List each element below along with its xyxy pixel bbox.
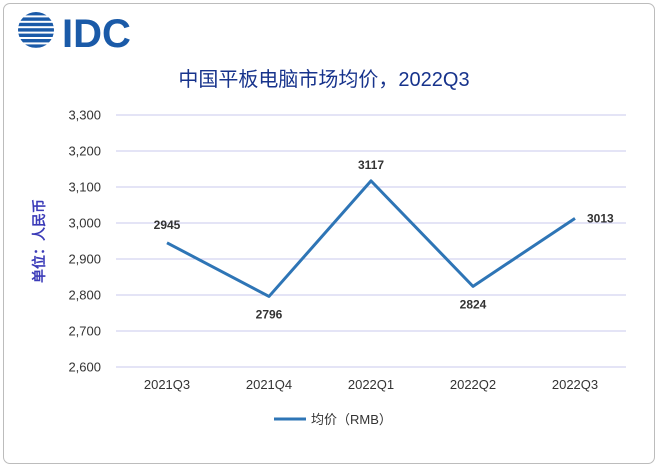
y-tick-label: 3,100	[68, 180, 101, 195]
data-label: 3013	[587, 211, 614, 225]
x-tick-label: 2022Q3	[552, 377, 598, 392]
x-tick-labels: 2021Q3 2021Q4 2022Q1 2022Q2 2022Q3	[144, 377, 598, 392]
idc-logo: IDC	[16, 10, 156, 59]
y-tick-labels: 2,600 2,700 2,800 2,900 3,000 3,100 3,200 3,300	[68, 108, 101, 375]
series-line-avg-price	[166, 179, 576, 298]
data-label: 2796	[256, 307, 283, 321]
y-axis-label: 单位：人民币	[31, 199, 47, 283]
data-label: 2824	[460, 297, 487, 311]
chart-title: 中国平板电脑市场均价，2022Q3	[178, 68, 469, 91]
gridlines	[116, 114, 626, 368]
logo-text: IDC	[62, 12, 131, 54]
x-tick-label: 2022Q1	[348, 377, 394, 392]
globe-icon	[18, 12, 54, 48]
x-tick-label: 2021Q3	[144, 377, 190, 392]
y-tick-label: 2,900	[68, 252, 101, 267]
legend-label: 均价（RMB）	[311, 412, 392, 427]
y-tick-label: 2,600	[68, 360, 101, 375]
chart-frame	[3, 3, 655, 464]
x-tick-label: 2021Q4	[246, 377, 292, 392]
series-layer	[166, 179, 576, 298]
y-tick-label: 3,300	[68, 108, 101, 123]
y-tick-label: 2,800	[68, 288, 101, 303]
legend: 均价（RMB）	[274, 412, 392, 427]
y-tick-label: 2,700	[68, 324, 101, 339]
data-label: 2945	[154, 218, 181, 232]
data-labels: 2945 2796 3117 2824 3013	[154, 158, 614, 322]
x-tick-label: 2022Q2	[450, 377, 496, 392]
data-label: 3117	[358, 158, 384, 172]
y-tick-label: 3,000	[68, 216, 101, 231]
y-tick-label: 3,200	[68, 144, 101, 159]
